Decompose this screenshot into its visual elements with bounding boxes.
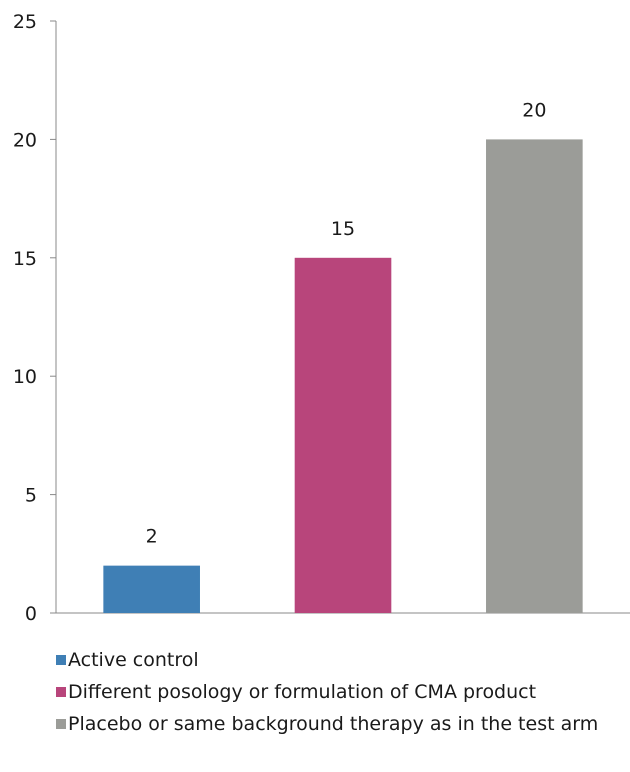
bar [103, 565, 200, 613]
bar [486, 139, 583, 613]
legend-item-active-control: Active control [56, 648, 616, 672]
legend-item-different-posology: Different posology or formulation of CMA… [56, 680, 616, 704]
chart-legend: Active control Different posology or for… [56, 648, 616, 744]
y-tick-label: 25 [13, 11, 37, 33]
legend-label: Active control [68, 649, 199, 671]
y-tick-label: 0 [25, 603, 37, 625]
bar-data-label: 20 [522, 99, 546, 121]
y-tick-label: 5 [25, 485, 37, 507]
y-tick-label: 10 [13, 366, 37, 388]
legend-label: Placebo or same background therapy as in… [68, 713, 599, 735]
bar-data-label: 15 [331, 218, 355, 240]
chart-data-labels: 2 15 20 [146, 99, 547, 547]
y-tick-label: 20 [13, 129, 37, 151]
legend-label: Different posology or formulation of CMA… [68, 681, 537, 703]
legend-swatch [56, 687, 66, 697]
bar-chart: 0 5 10 15 20 25 2 15 20 [13, 11, 630, 625]
bar [294, 257, 392, 613]
legend-swatch [56, 719, 66, 729]
chart-bars [103, 139, 583, 613]
y-tick-label: 15 [13, 248, 37, 270]
legend-swatch [56, 655, 66, 665]
bar-data-label: 2 [146, 526, 158, 548]
legend-item-placebo: Placebo or same background therapy as in… [56, 712, 616, 736]
